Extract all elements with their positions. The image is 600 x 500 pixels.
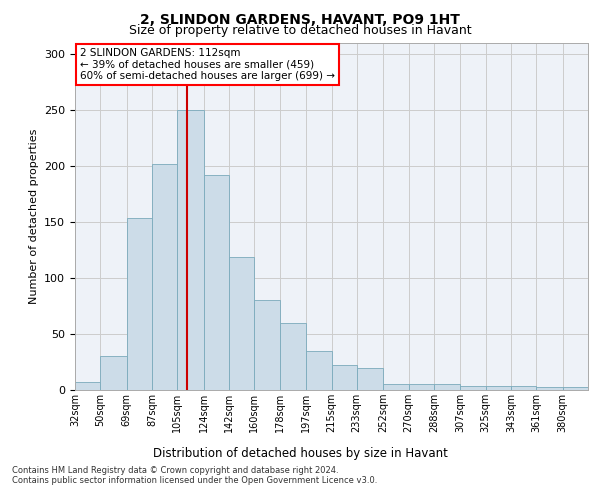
Bar bbox=[331, 366, 357, 390]
Bar bbox=[434, 384, 460, 390]
Bar bbox=[485, 386, 511, 390]
Bar bbox=[460, 386, 485, 390]
Bar bbox=[254, 300, 280, 390]
Bar bbox=[204, 175, 229, 390]
Bar bbox=[280, 322, 306, 390]
Bar bbox=[511, 386, 536, 390]
Bar bbox=[306, 351, 331, 390]
Text: Size of property relative to detached houses in Havant: Size of property relative to detached ho… bbox=[128, 24, 472, 37]
Bar bbox=[536, 386, 563, 390]
Bar bbox=[229, 256, 254, 390]
Bar bbox=[563, 386, 588, 390]
Y-axis label: Number of detached properties: Number of detached properties bbox=[29, 128, 38, 304]
Bar bbox=[178, 110, 204, 390]
Bar bbox=[127, 218, 152, 390]
Bar bbox=[75, 382, 100, 390]
Text: 2, SLINDON GARDENS, HAVANT, PO9 1HT: 2, SLINDON GARDENS, HAVANT, PO9 1HT bbox=[140, 12, 460, 26]
Text: 2 SLINDON GARDENS: 112sqm
← 39% of detached houses are smaller (459)
60% of semi: 2 SLINDON GARDENS: 112sqm ← 39% of detac… bbox=[80, 48, 335, 81]
Bar bbox=[152, 164, 178, 390]
Text: Contains public sector information licensed under the Open Government Licence v3: Contains public sector information licen… bbox=[12, 476, 377, 485]
Bar bbox=[383, 384, 409, 390]
Text: Distribution of detached houses by size in Havant: Distribution of detached houses by size … bbox=[152, 448, 448, 460]
Bar bbox=[409, 384, 434, 390]
Bar bbox=[100, 356, 127, 390]
Bar bbox=[357, 368, 383, 390]
Text: Contains HM Land Registry data © Crown copyright and database right 2024.: Contains HM Land Registry data © Crown c… bbox=[12, 466, 338, 475]
